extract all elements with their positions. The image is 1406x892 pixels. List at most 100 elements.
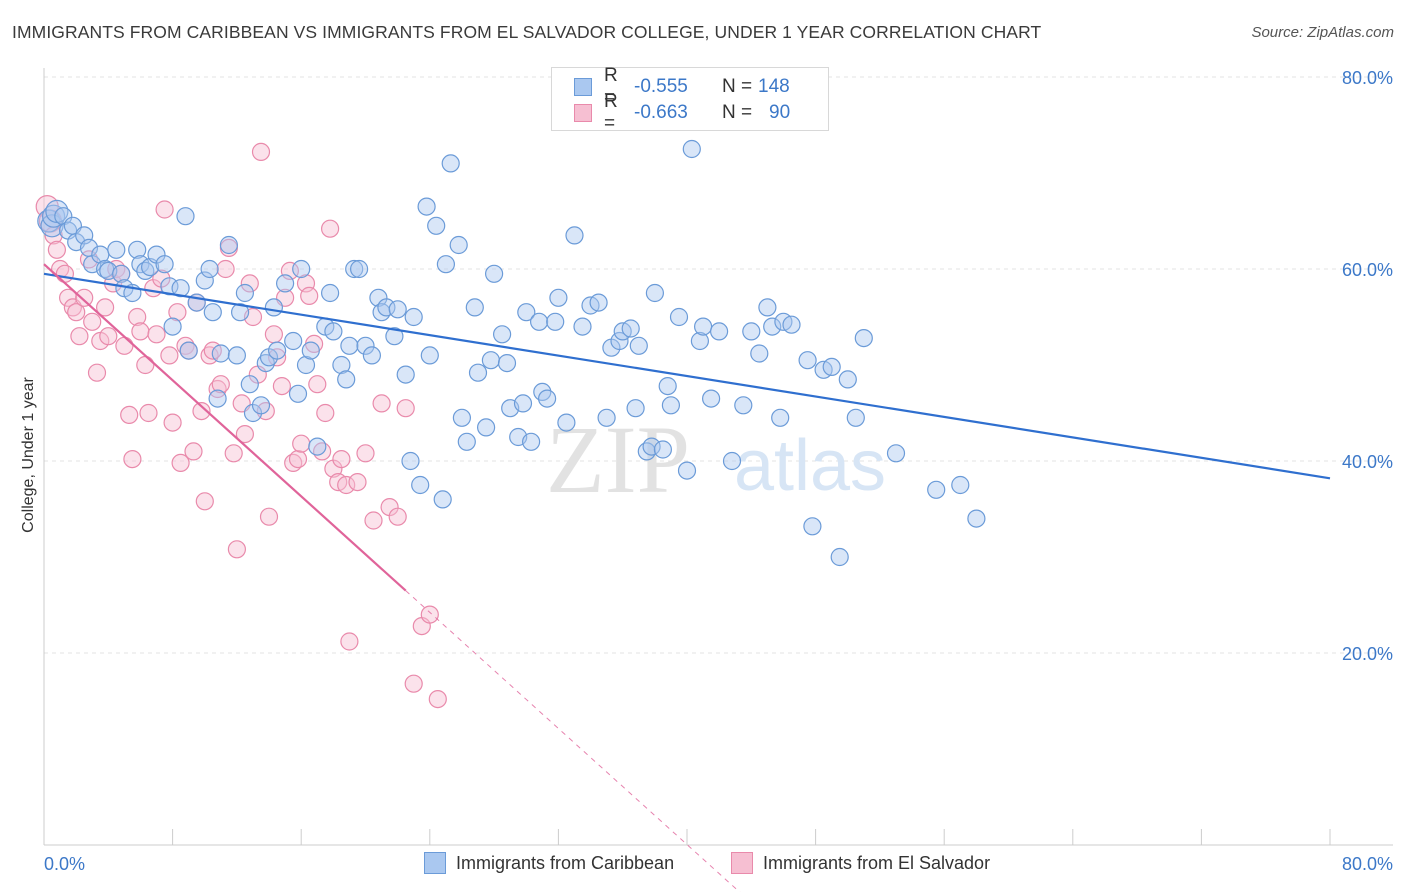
- data-point: [645, 283, 665, 303]
- data-point: [362, 346, 381, 365]
- trend-lines: [43, 263, 1331, 892]
- data-point: [927, 480, 946, 499]
- x-tick-label-min: 0.0%: [44, 854, 85, 874]
- data-point: [401, 451, 420, 471]
- data-point: [428, 689, 447, 709]
- data-point: [417, 197, 436, 216]
- data-point: [709, 322, 729, 341]
- data-point: [176, 207, 195, 226]
- data-point: [99, 327, 118, 346]
- data-point: [292, 259, 311, 279]
- data-point: [348, 473, 367, 492]
- data-point: [521, 432, 541, 451]
- caribbean-trend-line: [43, 272, 1331, 480]
- data-point: [364, 511, 383, 530]
- data-point: [272, 377, 291, 396]
- data-point: [493, 325, 512, 344]
- legend-n-value: 90: [769, 102, 791, 123]
- data-point: [40, 214, 64, 238]
- data-point: [340, 336, 359, 355]
- data-point: [565, 226, 584, 245]
- data-point: [288, 384, 308, 403]
- data-point: [75, 288, 94, 307]
- el-salvador-trend-extension: [405, 590, 741, 892]
- axes: [43, 68, 1393, 846]
- data-point: [321, 219, 340, 238]
- data-point: [356, 444, 375, 463]
- data-point: [208, 389, 227, 408]
- el-salvador-trend-line: [43, 263, 407, 592]
- data-point: [822, 357, 841, 376]
- data-point: [47, 240, 67, 259]
- data-point: [610, 331, 629, 351]
- data-point: [176, 336, 195, 355]
- data-point: [537, 389, 557, 408]
- data-point: [87, 363, 107, 382]
- data-point: [115, 336, 134, 355]
- data-point: [195, 271, 214, 290]
- data-point: [573, 317, 592, 336]
- data-point: [301, 341, 320, 360]
- data-point: [179, 341, 198, 360]
- data-point: [240, 375, 259, 394]
- data-point: [750, 344, 769, 363]
- grid-lines: [44, 76, 1393, 654]
- legend-item-caribbean: Immigrants from Caribbean: [424, 852, 674, 874]
- caribbean-points: [37, 139, 986, 567]
- data-point: [838, 370, 857, 389]
- legend-swatch-blue: [574, 78, 592, 96]
- legend-swatch-pink: [574, 104, 592, 122]
- data-point: [200, 346, 219, 365]
- data-point: [441, 154, 460, 173]
- data-point: [356, 336, 375, 355]
- data-point: [55, 264, 75, 283]
- data-point: [300, 286, 319, 305]
- watermark: ZIP atlas: [546, 406, 886, 513]
- data-point: [436, 255, 455, 274]
- data-point: [128, 307, 147, 327]
- data-point: [411, 475, 430, 495]
- data-point: [332, 355, 351, 375]
- data-point: [123, 450, 142, 469]
- data-point: [216, 259, 235, 279]
- data-point: [693, 317, 713, 336]
- data-point: [589, 293, 608, 312]
- data-point: [771, 408, 790, 427]
- data-point: [388, 507, 407, 526]
- y-tick-label: 60.0%: [1342, 260, 1393, 280]
- data-point: [235, 425, 254, 444]
- data-point: [345, 259, 364, 279]
- data-point: [288, 450, 308, 469]
- x-tick-label-max: 80.0%: [1342, 854, 1393, 874]
- data-point: [211, 375, 230, 394]
- data-point: [308, 375, 327, 394]
- legend-n-label: N =: [722, 76, 753, 97]
- data-point: [830, 547, 849, 567]
- data-point: [621, 319, 640, 338]
- data-point: [803, 517, 822, 536]
- data-point: [452, 408, 471, 427]
- data-point: [404, 674, 423, 693]
- data-point: [677, 461, 697, 480]
- data-point: [465, 298, 484, 317]
- data-point: [192, 402, 211, 421]
- data-point: [763, 317, 782, 336]
- data-point: [200, 259, 219, 279]
- data-point: [227, 540, 246, 559]
- legend-swatch-el-salvador: [731, 852, 753, 874]
- legend-swatch-caribbean: [424, 852, 446, 874]
- data-point: [846, 408, 865, 427]
- data-point: [168, 303, 187, 322]
- data-point: [321, 283, 340, 303]
- data-point: [171, 279, 190, 298]
- data-point: [477, 418, 496, 437]
- legend-item-el-salvador: Immigrants from El Salvador: [731, 852, 990, 874]
- data-point: [529, 312, 549, 331]
- data-point: [517, 303, 536, 322]
- data-point: [231, 303, 250, 322]
- legend-row-caribbean: R = -0.555 N = 148: [574, 65, 790, 108]
- data-point: [701, 389, 721, 408]
- data-point: [131, 322, 150, 341]
- data-point: [120, 405, 139, 424]
- series-legend: Immigrants from Caribbean Immigrants fro…: [0, 852, 1406, 876]
